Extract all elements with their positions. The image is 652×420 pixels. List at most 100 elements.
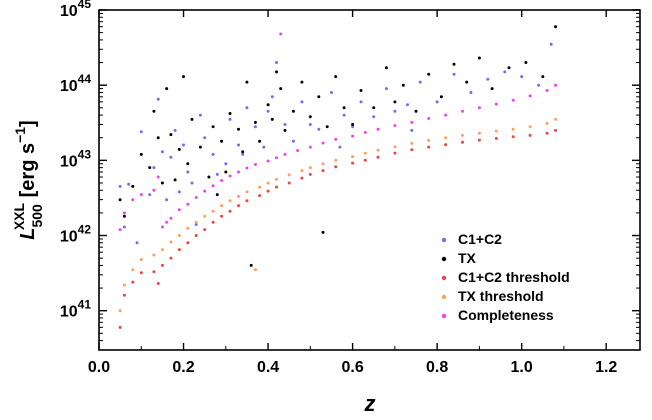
point-series-2 xyxy=(545,131,549,135)
point-series-2 xyxy=(258,194,262,198)
point-series-0 xyxy=(228,117,232,121)
point-series-0 xyxy=(203,136,207,140)
point-series-0 xyxy=(165,198,169,202)
y-tick-label: 1044 xyxy=(60,72,91,95)
point-series-3 xyxy=(427,138,431,142)
point-series-4 xyxy=(363,131,367,134)
x-tick-label: 1.0 xyxy=(511,359,533,376)
legend-label: C1+C2 xyxy=(458,231,502,247)
point-series-2 xyxy=(427,145,431,149)
point-series-2 xyxy=(169,256,173,260)
point-series-4 xyxy=(156,175,160,179)
legend-label: TX xyxy=(458,250,477,266)
point-series-2 xyxy=(194,234,198,237)
point-series-2 xyxy=(511,135,515,139)
y-tick-label: 1045 xyxy=(60,0,91,20)
point-series-0 xyxy=(215,172,219,176)
point-series-0 xyxy=(253,125,257,129)
y-axis-title-main: L xyxy=(17,228,39,240)
point-series-4 xyxy=(308,145,312,149)
point-series-3 xyxy=(211,209,215,213)
point-series-2 xyxy=(363,158,367,162)
point-series-1 xyxy=(258,139,262,143)
point-series-0 xyxy=(194,223,198,226)
point-series-4 xyxy=(393,124,397,128)
point-series-2 xyxy=(245,199,249,203)
point-series-3 xyxy=(351,155,355,159)
point-series-1 xyxy=(245,80,249,84)
point-series-3 xyxy=(461,133,464,137)
point-series-2 xyxy=(528,133,532,137)
data-points xyxy=(118,25,557,329)
point-series-4 xyxy=(444,113,448,117)
point-series-1 xyxy=(351,123,355,126)
point-series-1 xyxy=(342,106,346,110)
point-series-4 xyxy=(160,225,164,229)
point-series-3 xyxy=(194,220,198,224)
point-series-3 xyxy=(169,240,173,244)
x-tick-label: 0.2 xyxy=(172,359,194,376)
point-series-3 xyxy=(321,162,325,166)
point-series-0 xyxy=(351,125,355,129)
point-series-2 xyxy=(300,176,304,180)
point-series-2 xyxy=(186,241,190,245)
point-series-3 xyxy=(122,283,126,287)
point-series-1 xyxy=(122,214,126,218)
point-series-4 xyxy=(528,94,532,98)
x-tick-label: 0.6 xyxy=(341,359,363,376)
y-axis-title: L500XXL [erg s−1] xyxy=(11,120,45,239)
point-series-0 xyxy=(198,113,202,117)
point-series-4 xyxy=(211,184,215,188)
point-series-4 xyxy=(186,202,190,206)
point-series-4 xyxy=(279,32,283,36)
point-series-1 xyxy=(325,125,329,129)
point-series-4 xyxy=(122,211,126,215)
point-series-3 xyxy=(511,127,515,131)
point-series-4 xyxy=(494,102,498,106)
point-series-2 xyxy=(152,270,156,274)
point-series-4 xyxy=(477,106,481,110)
point-series-3 xyxy=(308,166,312,170)
point-series-4 xyxy=(296,149,300,152)
point-series-2 xyxy=(334,165,338,169)
y-axis-title-unit-exp: −1 xyxy=(12,127,28,143)
point-series-1 xyxy=(279,87,283,91)
point-series-1 xyxy=(317,95,321,99)
point-series-1 xyxy=(198,145,202,149)
point-series-4 xyxy=(334,137,338,141)
point-series-2 xyxy=(228,209,232,213)
point-series-2 xyxy=(220,214,224,218)
point-series-0 xyxy=(342,113,346,117)
point-series-4 xyxy=(169,216,173,220)
point-series-2 xyxy=(275,185,278,189)
point-series-2 xyxy=(139,271,143,275)
point-series-2 xyxy=(351,161,355,165)
point-series-0 xyxy=(118,184,122,188)
point-series-3 xyxy=(300,169,304,173)
x-tick-label: 1.2 xyxy=(595,359,617,376)
point-series-2 xyxy=(494,136,498,140)
point-series-0 xyxy=(122,225,126,229)
point-series-0 xyxy=(177,190,181,194)
point-series-4 xyxy=(118,228,122,232)
point-series-0 xyxy=(169,155,173,159)
point-series-1 xyxy=(186,162,190,166)
point-series-0 xyxy=(160,150,164,154)
point-series-4 xyxy=(131,198,135,202)
point-series-3 xyxy=(410,141,414,145)
point-series-0 xyxy=(237,143,240,147)
point-series-3 xyxy=(393,145,397,149)
point-series-4 xyxy=(351,134,355,138)
point-series-1 xyxy=(291,109,295,113)
legend-marker xyxy=(441,237,447,243)
point-series-1 xyxy=(524,61,528,64)
point-series-2 xyxy=(287,181,291,185)
point-series-1 xyxy=(401,83,405,87)
point-series-1 xyxy=(300,80,304,84)
point-series-1 xyxy=(266,103,270,107)
point-series-4 xyxy=(152,188,156,192)
point-series-3 xyxy=(444,136,448,140)
point-series-3 xyxy=(228,199,232,203)
point-series-0 xyxy=(152,166,156,170)
